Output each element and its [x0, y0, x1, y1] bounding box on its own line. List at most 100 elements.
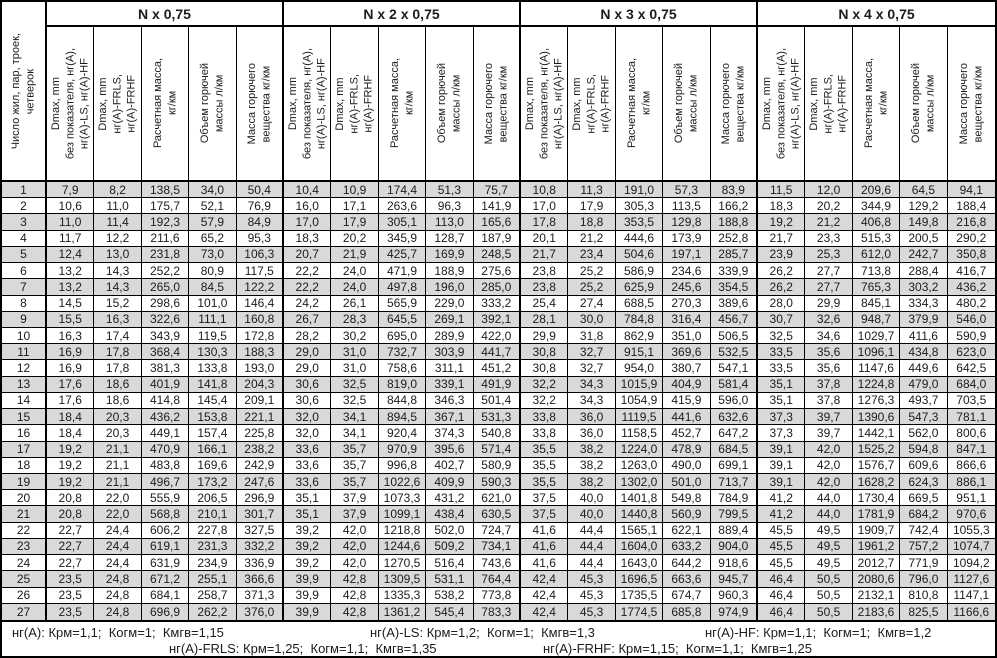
subheader-calc-mass: Расчетная масса, кг/км: [378, 27, 427, 182]
table-cell: 192,3: [141, 214, 190, 231]
table-cell: 1073,3: [378, 490, 427, 507]
table-cell: 784,9: [710, 490, 758, 507]
table-cell: 229,0: [426, 295, 474, 312]
table-cell: 160,8: [236, 311, 284, 328]
table-cell: 1604,0: [615, 538, 664, 556]
table-cell: 30,0: [568, 311, 616, 328]
table-cell: 32,7: [568, 360, 616, 377]
table-cell: 173,9: [663, 230, 711, 247]
table-cell: 19,2: [47, 457, 95, 474]
table-cell: 31,0: [331, 360, 379, 377]
table-cell: 7,9: [47, 182, 95, 199]
table-cell: 206,5: [189, 490, 237, 507]
table-cell: 339,9: [710, 263, 758, 280]
table-cell: 562,0: [900, 425, 948, 442]
table-cell: 18,6: [94, 392, 142, 410]
table-cell: 46,4: [758, 571, 806, 588]
table-cell: 169,9: [426, 246, 474, 264]
table-cell: 23,5: [47, 603, 95, 620]
table-cell: 45,5: [758, 522, 806, 539]
row-number: 23: [2, 538, 47, 556]
table-cell: 42,0: [331, 538, 379, 556]
table-cell: 45,5: [758, 555, 806, 572]
table-cell: 819,0: [378, 376, 427, 393]
table-cell: 42,8: [331, 587, 379, 604]
table-cell: 502,0: [426, 522, 474, 539]
table-cell: 904,0: [710, 538, 758, 556]
table-cell: 45,3: [568, 603, 616, 620]
table-cell: 515,3: [852, 230, 901, 247]
table-cell: 17,0: [521, 198, 569, 215]
table-cell: 31,8: [568, 327, 616, 345]
table-cell: 311,1: [426, 360, 474, 377]
table-cell: 416,7: [947, 263, 995, 280]
table-cell: 1055,3: [947, 523, 995, 539]
table-cell: 24,8: [94, 571, 142, 588]
table-cell: 174,4: [378, 182, 427, 199]
table-cell: 1224,8: [852, 376, 901, 393]
table-cell: 696,9: [141, 603, 190, 620]
table-cell: 35,1: [284, 506, 332, 523]
table-cell: 129,8: [663, 214, 711, 231]
table-cell: 1774,5: [615, 603, 664, 620]
table-cell: 945,7: [710, 571, 758, 588]
row-number: 10: [2, 327, 47, 345]
table-cell: 920,4: [378, 425, 427, 442]
table-cell: 24,8: [94, 603, 142, 620]
table-cell: 354,5: [710, 279, 758, 296]
table-cell: 242,7: [900, 246, 948, 264]
table-cell: 209,6: [852, 182, 901, 199]
table-cell: 33,6: [284, 457, 332, 474]
table-cell: 32,0: [284, 425, 332, 442]
row-number: 13: [2, 376, 47, 393]
table-cell: 16,9: [47, 344, 95, 361]
table-cell: 889,4: [710, 522, 758, 539]
subheader-dmax-plain: Dmax, mm без показателя, нг(А), нг(А)-LS…: [284, 27, 332, 182]
row-number: 18: [2, 457, 47, 474]
table-cell: 30,7: [758, 311, 806, 328]
table-cell: 17,0: [284, 214, 332, 231]
table-cell: 1696,5: [615, 571, 664, 588]
table-cell: 37,9: [331, 490, 379, 507]
subheader-fuel-mass: Масса горючего вещества кг/км: [710, 27, 758, 182]
table-cell: 39,7: [805, 425, 853, 442]
table-cell: 45,5: [758, 538, 806, 556]
table-cell: 545,4: [426, 603, 474, 620]
table-cell: 173,2: [189, 473, 237, 491]
table-cell: 441,7: [473, 344, 521, 361]
table-cell: 50,4: [236, 182, 284, 199]
table-cell: 685,8: [663, 603, 711, 620]
group-title-nx075: N x 0,75: [47, 2, 284, 27]
table-cell: 29,0: [284, 360, 332, 377]
table-cell: 45,3: [568, 571, 616, 588]
table-cell: 26,7: [284, 311, 332, 328]
table-cell: 20,8: [47, 490, 95, 507]
table-cell: 350,8: [947, 246, 995, 264]
table-cell: 24,4: [94, 538, 142, 556]
table-cell: 449,1: [141, 425, 190, 442]
table-cell: 21,7: [521, 246, 569, 264]
table-cell: 493,7: [900, 392, 948, 410]
table-cell: 590,3: [473, 473, 521, 491]
table-cell: 1158,5: [615, 425, 664, 442]
table-cell: 1127,6: [947, 571, 995, 588]
table-cell: 245,6: [663, 279, 711, 296]
table-cell: 371,3: [236, 587, 284, 604]
table-cell: 138,5: [141, 182, 190, 199]
table-cell: 695,0: [378, 327, 427, 345]
table-cell: 145,4: [189, 392, 237, 410]
table-cell: 479,0: [900, 376, 948, 393]
row-number: 11: [2, 344, 47, 361]
table-cell: 1054,9: [615, 392, 664, 410]
table-cell: 11,3: [568, 182, 616, 199]
table-cell: 197,1: [663, 246, 711, 264]
table-cell: 663,6: [663, 571, 711, 588]
table-cell: 596,0: [710, 392, 758, 410]
table-cell: 288,4: [900, 263, 948, 280]
table-cell: 586,9: [615, 263, 664, 280]
table-cell: 565,9: [378, 295, 427, 312]
table-cell: 15,2: [94, 295, 142, 312]
table-cell: 17,1: [331, 198, 379, 215]
table-cell: 21,9: [331, 246, 379, 264]
